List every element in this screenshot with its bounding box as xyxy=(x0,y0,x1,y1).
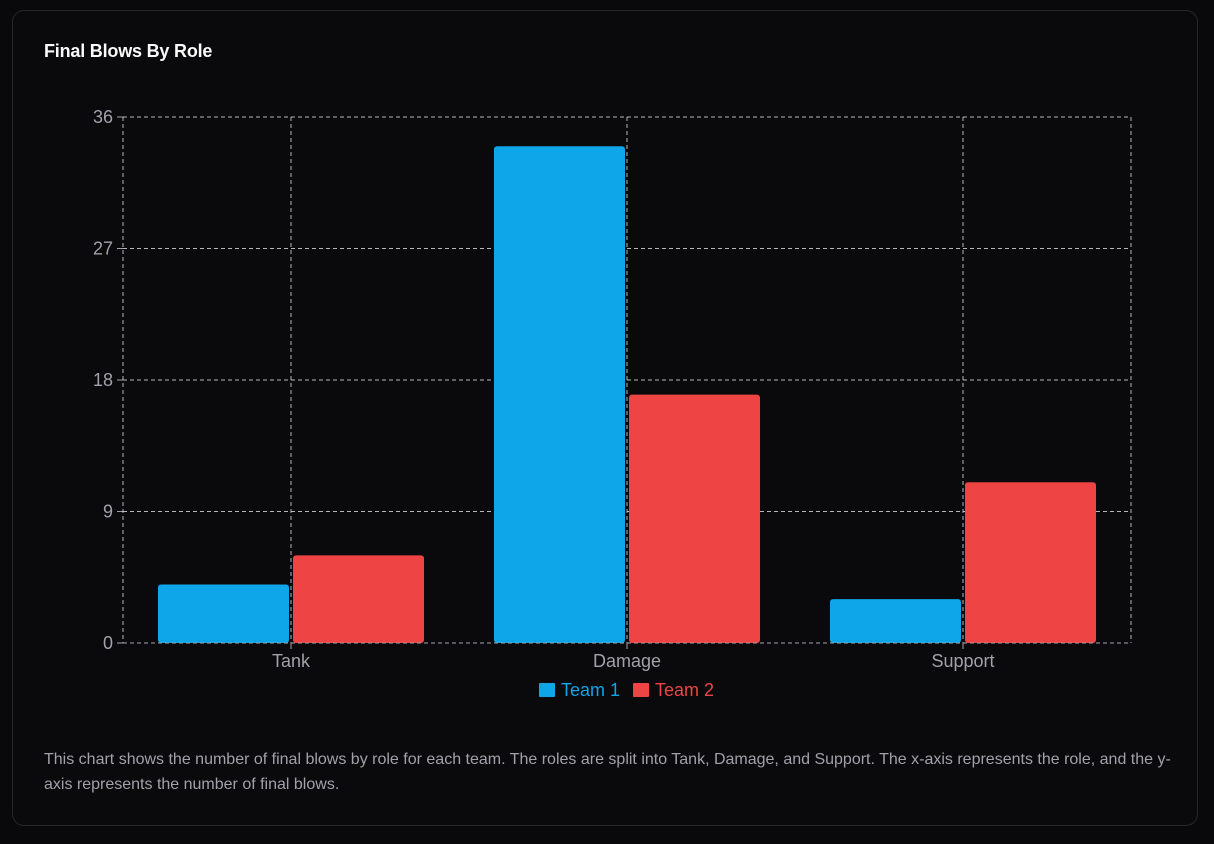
legend-label: Team 1 xyxy=(561,680,620,700)
bar-chart: 0 9 18 27 36 Tank Damage Support Team 1 Team 2 xyxy=(93,107,1132,700)
legend-swatch xyxy=(633,683,649,697)
y-tick-label: 18 xyxy=(93,370,113,390)
chart-card: Final Blows By Role 0 9 18 27 36 Tank Damage Su… xyxy=(12,10,1198,826)
y-tick-label: 9 xyxy=(103,502,113,522)
x-tick-label: Damage xyxy=(593,651,661,671)
bar-tank-team-2 xyxy=(293,555,424,643)
x-tick-label: Support xyxy=(931,651,994,671)
legend-swatch xyxy=(539,683,555,697)
bar-support-team-2 xyxy=(965,482,1096,643)
x-tick-label: Tank xyxy=(272,651,311,671)
legend-label: Team 2 xyxy=(655,680,714,700)
bar-damage-team-1 xyxy=(494,146,625,643)
bar-damage-team-2 xyxy=(629,394,760,643)
card-title: Final Blows By Role xyxy=(44,41,213,61)
bar-support-team-1 xyxy=(830,599,961,643)
y-tick-label: 27 xyxy=(93,239,113,259)
chart-description: This chart shows the number of final blo… xyxy=(44,751,1171,793)
bar-tank-team-1 xyxy=(158,584,289,643)
y-tick-label: 0 xyxy=(103,633,113,653)
y-tick-label: 36 xyxy=(93,107,113,127)
